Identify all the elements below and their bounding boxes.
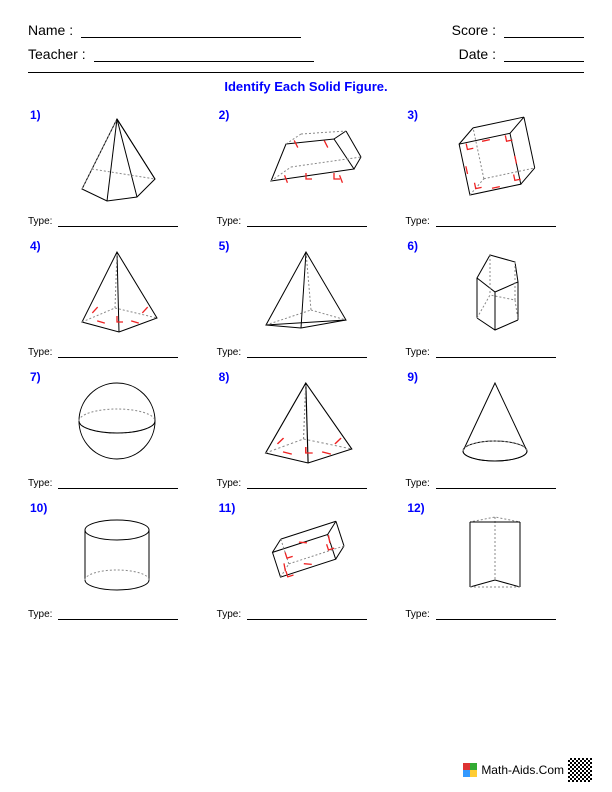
type-blank[interactable] (247, 226, 367, 227)
shape-square-pyramid-icon (28, 235, 207, 345)
type-row: Type: (28, 216, 207, 227)
type-blank[interactable] (58, 226, 178, 227)
shape-tetrahedron-icon (217, 235, 396, 345)
problem-cell: 5) Type: (217, 235, 396, 358)
problem-cell: 11) Type: (217, 497, 396, 620)
type-row: Type: (217, 609, 396, 620)
type-blank[interactable] (436, 488, 556, 489)
footer-text: Math-Aids.Com (481, 763, 564, 777)
type-blank[interactable] (247, 488, 367, 489)
problem-cell: 8) Type: (217, 366, 396, 489)
date-blank[interactable] (504, 61, 584, 62)
type-row: Type: (405, 609, 584, 620)
shape-triangular-prism-icon (405, 497, 584, 607)
type-row: Type: (405, 347, 584, 358)
shape-sphere-icon (28, 366, 207, 476)
problem-cell: 10) Type: (28, 497, 207, 620)
problem-number: 7) (30, 370, 41, 384)
teacher-blank[interactable] (94, 61, 314, 62)
name-field: Name : (28, 22, 301, 38)
type-label: Type: (405, 609, 429, 620)
qr-icon (568, 758, 592, 782)
problem-cell: 12) Type: (405, 497, 584, 620)
shape-rectangular-prism-icon (217, 497, 396, 607)
header-row-1: Name : Score : (28, 22, 584, 38)
type-row: Type: (405, 478, 584, 489)
type-label: Type: (217, 609, 241, 620)
type-label: Type: (405, 216, 429, 227)
problem-number: 6) (407, 239, 418, 253)
shape-trapezoidal-prism-icon (217, 104, 396, 214)
name-blank[interactable] (81, 37, 301, 38)
problem-number: 2) (219, 108, 230, 122)
problem-number: 10) (30, 501, 47, 515)
type-blank[interactable] (247, 357, 367, 358)
score-blank[interactable] (504, 37, 584, 38)
type-label: Type: (28, 347, 52, 358)
type-label: Type: (217, 347, 241, 358)
type-label: Type: (217, 216, 241, 227)
type-row: Type: (28, 347, 207, 358)
header-row-2: Teacher : Date : (28, 46, 584, 62)
problem-number: 1) (30, 108, 41, 122)
problem-cell: 9) Type: (405, 366, 584, 489)
type-row: Type: (28, 478, 207, 489)
date-label: Date : (459, 46, 496, 62)
score-label: Score : (452, 22, 496, 38)
shape-cylinder-icon (28, 497, 207, 607)
problem-cell: 6) Type: (405, 235, 584, 358)
date-field: Date : (459, 46, 584, 62)
shape-square-pyramid-wide-icon (217, 366, 396, 476)
shape-cube-icon (405, 104, 584, 214)
worksheet-page: Name : Score : Teacher : Date : Identify… (0, 0, 612, 630)
type-label: Type: (28, 478, 52, 489)
problem-cell: 4) Type: (28, 235, 207, 358)
type-row: Type: (217, 347, 396, 358)
type-label: Type: (405, 347, 429, 358)
teacher-label: Teacher : (28, 46, 86, 62)
problem-grid: 1) Type: 2) Type: 3) (28, 104, 584, 620)
problem-number: 9) (407, 370, 418, 384)
type-blank[interactable] (58, 488, 178, 489)
score-field: Score : (452, 22, 584, 38)
type-row: Type: (405, 216, 584, 227)
type-row: Type: (217, 478, 396, 489)
shape-pentagonal-prism-icon (405, 235, 584, 345)
type-label: Type: (217, 478, 241, 489)
type-row: Type: (217, 216, 396, 227)
problem-number: 4) (30, 239, 41, 253)
problem-cell: 1) Type: (28, 104, 207, 227)
problem-number: 5) (219, 239, 230, 253)
problem-cell: 2) Type: (217, 104, 396, 227)
problem-cell: 7) Type: (28, 366, 207, 489)
logo-icon (463, 763, 477, 777)
type-row: Type: (28, 609, 207, 620)
type-blank[interactable] (436, 226, 556, 227)
type-blank[interactable] (436, 357, 556, 358)
shape-pentagonal-pyramid-icon (28, 104, 207, 214)
type-blank[interactable] (58, 619, 178, 620)
problem-number: 8) (219, 370, 230, 384)
type-blank[interactable] (247, 619, 367, 620)
type-blank[interactable] (58, 357, 178, 358)
name-label: Name : (28, 22, 73, 38)
type-label: Type: (28, 216, 52, 227)
teacher-field: Teacher : (28, 46, 314, 62)
type-label: Type: (28, 609, 52, 620)
type-blank[interactable] (436, 619, 556, 620)
divider (28, 72, 584, 73)
page-title: Identify Each Solid Figure. (28, 79, 584, 94)
problem-number: 12) (407, 501, 424, 515)
footer: Math-Aids.Com (463, 758, 592, 782)
problem-number: 11) (219, 501, 236, 515)
problem-number: 3) (407, 108, 418, 122)
problem-cell: 3) Type: (405, 104, 584, 227)
shape-cone-icon (405, 366, 584, 476)
type-label: Type: (405, 478, 429, 489)
